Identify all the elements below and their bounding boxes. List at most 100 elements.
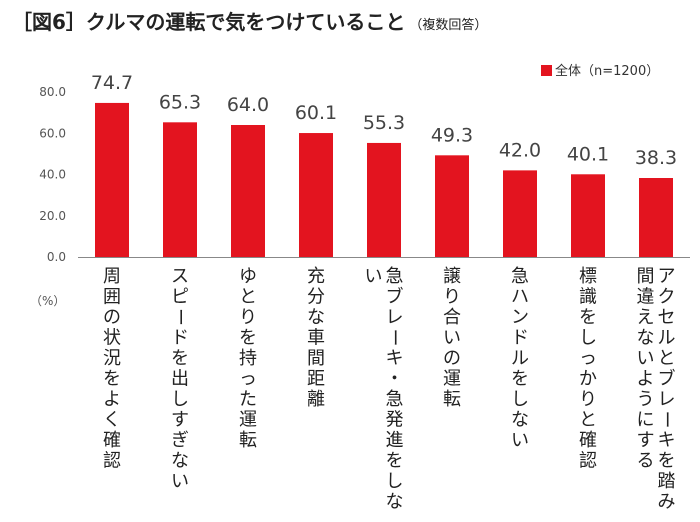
data-label: 74.7 — [91, 72, 133, 94]
svg-text:転: 転 — [239, 430, 257, 451]
svg-text:な: な — [386, 492, 404, 513]
svg-text:進: 進 — [386, 430, 404, 451]
svg-text:合: 合 — [443, 307, 461, 328]
svg-text:持: 持 — [239, 348, 257, 369]
svg-text:ド: ド — [171, 328, 189, 349]
svg-text:離: 離 — [307, 389, 325, 410]
svg-text:の: の — [443, 348, 461, 369]
svg-text:識: 識 — [579, 287, 597, 308]
svg-text:よ: よ — [103, 389, 121, 410]
data-label: 64.0 — [227, 94, 269, 116]
svg-text:ー: ー — [656, 411, 677, 429]
svg-text:を: を — [658, 451, 676, 472]
svg-text:分: 分 — [307, 287, 325, 308]
data-label: 42.0 — [499, 139, 541, 161]
y-tick-label: 60.0 — [39, 126, 66, 140]
svg-text:ゆ: ゆ — [239, 266, 257, 287]
svg-text:を: を — [103, 369, 121, 390]
bar — [367, 142, 401, 257]
chart-title: ［図6］クルマの運転で気をつけていること — [12, 10, 406, 34]
legend: 全体（n=1200） — [541, 60, 659, 79]
svg-text:な: な — [637, 328, 655, 349]
svg-text:す: す — [171, 410, 189, 431]
y-tick-label: 80.0 — [39, 85, 66, 99]
y-tick-label: 0.0 — [47, 250, 66, 264]
svg-text:ブ: ブ — [386, 286, 404, 308]
svg-text:り: り — [443, 287, 461, 308]
svg-text:う: う — [637, 389, 655, 410]
svg-text:く: く — [103, 410, 121, 431]
svg-text:を: を — [386, 451, 404, 472]
svg-text:を: を — [239, 328, 257, 349]
data-label: 65.3 — [159, 91, 201, 113]
svg-text:踏: 踏 — [658, 471, 676, 492]
svg-text:の: の — [103, 307, 121, 328]
svg-text:間: 間 — [637, 266, 655, 287]
svg-text:確: 確 — [579, 430, 597, 451]
y-tick-label: 20.0 — [39, 209, 66, 223]
svg-text:違: 違 — [637, 287, 655, 308]
svg-text:し: し — [579, 328, 597, 349]
bar — [95, 102, 129, 258]
svg-text:運: 運 — [443, 369, 461, 390]
svg-text:間: 間 — [307, 348, 325, 369]
data-label: 55.3 — [363, 112, 405, 134]
svg-text:を: を — [511, 369, 529, 390]
svg-text:出: 出 — [171, 369, 189, 390]
bar — [231, 125, 265, 257]
chart-subtitle: （複数回答） — [409, 18, 488, 33]
svg-text:ド: ド — [511, 328, 529, 349]
svg-text:ー: ー — [384, 329, 405, 347]
data-label: 60.1 — [295, 102, 337, 124]
svg-text:ー: ー — [169, 308, 190, 326]
svg-text:キ: キ — [658, 430, 676, 451]
svg-text:を: を — [171, 348, 189, 369]
svg-text:状: 状 — [103, 328, 121, 349]
svg-text:急: 急 — [511, 266, 529, 287]
svg-text:ブ: ブ — [658, 368, 676, 390]
svg-text:認: 認 — [579, 451, 597, 472]
bar — [503, 170, 537, 257]
svg-text:な: な — [171, 451, 189, 472]
svg-text:り: り — [239, 307, 257, 328]
svg-text:な: な — [307, 307, 325, 328]
svg-text:っ: っ — [579, 348, 597, 369]
svg-text:車: 車 — [307, 328, 325, 349]
data-label: 40.1 — [567, 143, 609, 165]
svg-text:み: み — [658, 492, 676, 513]
svg-text:と: と — [239, 287, 257, 308]
svg-text:転: 転 — [443, 389, 461, 410]
svg-text:す: す — [637, 430, 655, 451]
bar — [163, 122, 197, 257]
bar — [571, 174, 605, 257]
svg-text:確: 確 — [103, 430, 121, 451]
svg-text:ア: ア — [658, 266, 676, 287]
svg-text:ピ: ピ — [171, 287, 189, 308]
svg-text:た: た — [239, 389, 257, 410]
y-tick-label: 40.0 — [39, 168, 66, 182]
svg-text:え: え — [637, 307, 655, 328]
svg-text:発: 発 — [386, 410, 404, 431]
svg-text:し: し — [171, 389, 189, 410]
svg-text:い: い — [443, 328, 461, 349]
svg-text:標: 標 — [579, 266, 597, 287]
svg-text:な: な — [511, 410, 529, 431]
svg-text:い: い — [637, 348, 655, 369]
svg-text:っ: っ — [239, 369, 257, 390]
svg-text:ル: ル — [658, 328, 676, 349]
svg-text:レ: レ — [386, 307, 404, 328]
svg-text:を: を — [579, 307, 597, 328]
svg-text:に: に — [637, 410, 655, 431]
data-label: 38.3 — [635, 147, 677, 169]
unit-label: （%） — [30, 294, 66, 308]
svg-text:運: 運 — [239, 410, 257, 431]
svg-text:セ: セ — [658, 307, 676, 328]
svg-text:か: か — [579, 369, 597, 390]
legend-label: 全体（n=1200） — [555, 64, 660, 79]
